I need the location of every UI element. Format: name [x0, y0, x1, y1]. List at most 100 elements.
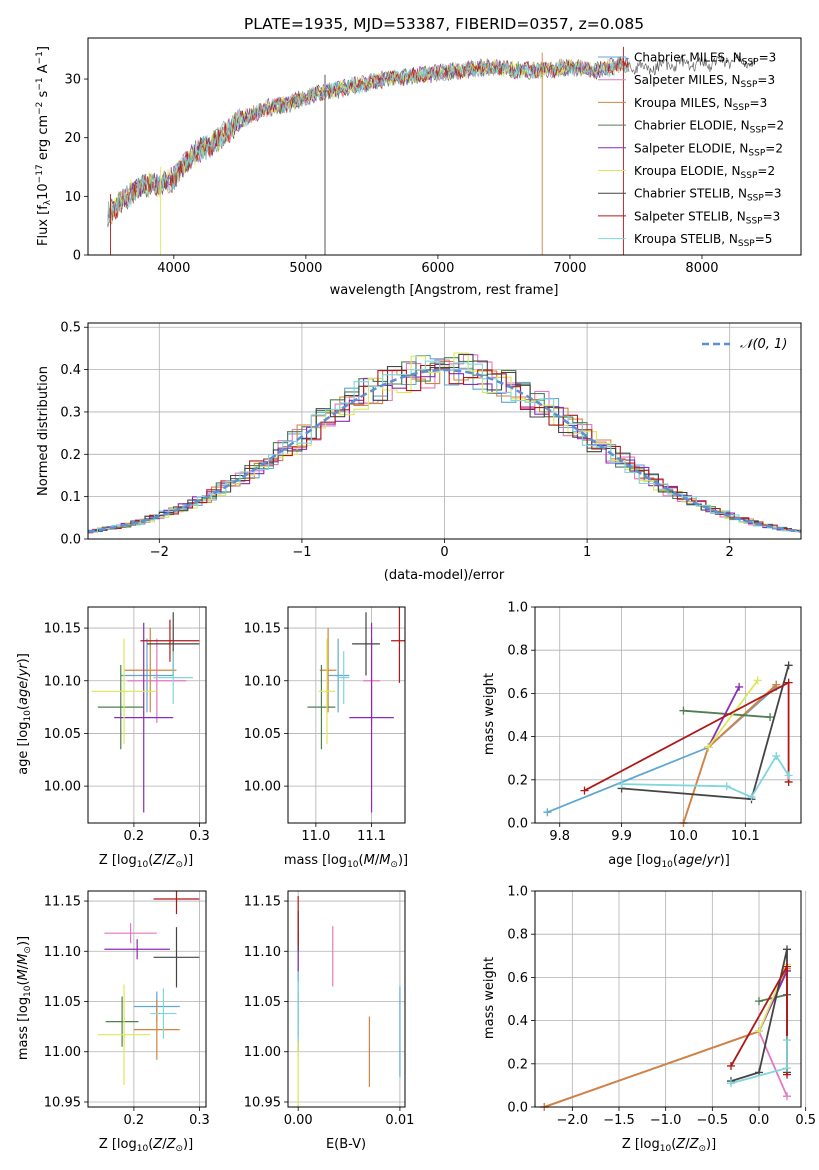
weight-marker: [784, 678, 793, 687]
x-tick-label: 11.0: [301, 829, 330, 844]
data-point: [153, 891, 200, 915]
x-tick-label: −2: [150, 545, 169, 560]
y-tick-label: 0.6: [507, 971, 528, 986]
weight-marker: [679, 706, 688, 715]
weight-marker: [727, 1061, 735, 1070]
weight-marker: [766, 713, 775, 722]
w-age-ylabel: mass weight: [482, 673, 497, 755]
x-tick-label: 4000: [157, 261, 190, 276]
y-tick-label: 10.05: [44, 727, 81, 742]
y-tick-label: 20: [64, 131, 81, 146]
data-point: [349, 622, 394, 813]
x-tick-label: 0.3: [189, 1113, 210, 1128]
y-tick-label: 11.15: [244, 895, 281, 910]
y-tick-label: 11.15: [44, 895, 81, 910]
weight-line: [707, 679, 759, 748]
weight-marker: [753, 676, 762, 685]
x-tick-label: −1: [292, 545, 311, 560]
hist-xlabel: (data-model)/error: [384, 568, 505, 583]
spectrum-lines: [107, 46, 755, 255]
x-tick-label: 0.2: [124, 829, 145, 844]
x-tick-label: 10.1: [731, 829, 760, 844]
y-tick-label: 0.4: [507, 1014, 528, 1029]
w-age-xlabel: age [log10(age/yr)]: [608, 853, 730, 870]
age-vs-metallicity-panel: 0.2 0.3 10.00 10.05 10.10 10.15: [44, 606, 210, 844]
x-tick-label: 11.1: [357, 829, 386, 844]
weight-marker: [617, 780, 626, 789]
x-tick-label: 0: [440, 545, 448, 560]
y-tick-label: 0.4: [507, 730, 528, 745]
y-tick-label: 10.00: [44, 780, 81, 795]
weight-marker: [735, 682, 744, 691]
spectrum-ylabel: Flux [fλ10−17 erg cm−2 s−1 A−1]: [35, 46, 53, 246]
mass-weight-vs-metallicity-panel: −2.0 −1.5 −1.0 −0.5 0.0 0.5 0.0 0.2 0.4 0.6 0.8 1.0: [507, 885, 816, 1129]
weight-lines: [543, 661, 793, 827]
legend-label: Salpeter STELIB, NSSP=3: [634, 209, 780, 226]
m-ebv-xlabel: E(B-V): [326, 1137, 366, 1152]
age-m-xlabel: mass [log10(M/M⊙)]: [284, 853, 408, 870]
x-tick-label: 0.00: [284, 1113, 313, 1128]
legend-label: Chabrier MILES, NSSP=3: [634, 51, 776, 68]
y-tick-label: 0.2: [507, 773, 528, 788]
data-point: [153, 651, 193, 704]
y-tick-label: 0.8: [507, 928, 528, 943]
x-tick-label: 9.9: [611, 829, 632, 844]
y-tick-label: 0.2: [60, 448, 81, 463]
y-tick-label: 30: [64, 73, 81, 88]
data-point: [307, 664, 336, 750]
x-tick-label: 2: [726, 545, 734, 560]
histogram-legend: 𝒩(0, 1): [702, 337, 787, 352]
data-point: [120, 638, 174, 713]
normal-curve: [88, 368, 801, 533]
data-point: [124, 628, 177, 713]
weight-line: [683, 709, 771, 719]
y-tick-label: 0.0: [507, 817, 528, 832]
x-tick-label: 7000: [553, 261, 586, 276]
data-point: [91, 638, 157, 744]
legend-label: Chabrier ELODIE, NSSP=2: [634, 119, 784, 136]
weight-lines: [540, 945, 791, 1111]
mass-weight-vs-age-panel: 9.8 9.9 10.0 10.1 0.0 0.2 0.4 0.6 0.8 1.0: [507, 601, 802, 844]
legend-label: Salpeter MILES, NSSP=3: [634, 73, 775, 90]
x-tick-label: 6000: [421, 261, 454, 276]
x-tick-label: 0.3: [189, 829, 210, 844]
legend-entry: Salpeter ELODIE, NSSP=2: [598, 141, 783, 158]
data-point: [319, 628, 337, 713]
weight-marker: [755, 1027, 763, 1036]
x-tick-label: −1.5: [603, 1113, 635, 1128]
data-point: [140, 619, 200, 662]
axes-frame: [87, 890, 207, 1108]
y-tick-label: 10.05: [244, 727, 281, 742]
spectrum-title: PLATE=1935, MJD=53387, FIBERID=0357, z=0…: [244, 15, 644, 33]
axes-frame: [287, 606, 406, 824]
histogram-bars: [88, 352, 801, 534]
y-tick-label: 0.1: [60, 490, 81, 505]
data-point: [133, 999, 180, 1060]
y-tick-label: 0.8: [507, 644, 528, 659]
legend-entry: Chabrier MILES, NSSP=3: [598, 51, 776, 68]
y-tick-label: 0.5: [60, 321, 81, 336]
y-tick-label: 10.15: [244, 622, 281, 637]
w-z-xlabel: Z [log10(Z/Z⊙)]: [622, 1137, 716, 1154]
weight-series: [704, 676, 762, 752]
y-tick-label: 0.4: [60, 363, 81, 378]
x-tick-label: 0.5: [795, 1113, 816, 1128]
x-tick-label: 5000: [289, 261, 322, 276]
axes-frame: [534, 890, 802, 1108]
y-tick-label: 11.05: [44, 995, 81, 1010]
weight-marker: [580, 786, 589, 795]
axes-frame: [87, 37, 802, 256]
x-tick-label: 9.8: [549, 829, 570, 844]
data-point: [104, 923, 157, 944]
spectrum-xlabel: wavelength [Angstrom, rest frame]: [330, 283, 559, 298]
y-tick-label: 10.95: [244, 1095, 281, 1110]
weight-series: [617, 752, 793, 802]
legend-entry: Kroupa STELIB, NSSP=5: [598, 232, 772, 249]
weight-marker: [783, 1092, 791, 1101]
weight-marker: [747, 793, 756, 802]
weight-marker: [727, 1079, 735, 1088]
y-tick-label: 10.95: [44, 1095, 81, 1110]
axes-frame: [87, 606, 207, 824]
weight-marker: [784, 771, 793, 780]
legend-entry: Kroupa MILES, NSSP=3: [598, 96, 767, 113]
